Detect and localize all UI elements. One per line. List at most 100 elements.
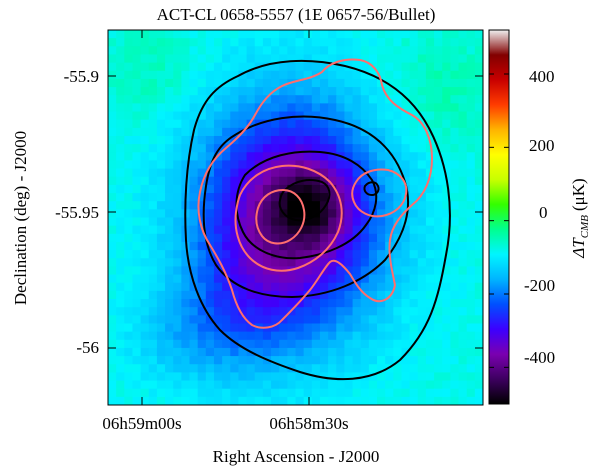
heatmap-cell (385, 30, 394, 39)
heatmap-cell (230, 62, 240, 72)
heatmap-cell (442, 217, 451, 227)
heatmap-cell (230, 315, 240, 325)
heatmap-cell (189, 103, 199, 113)
heatmap-cell (246, 119, 256, 129)
heatmap-cell (246, 331, 256, 341)
heatmap-cell (222, 282, 231, 292)
heatmap-cell (344, 30, 354, 39)
heatmap-cell (393, 396, 403, 405)
heatmap-cell (319, 111, 329, 121)
heatmap-cell (417, 87, 427, 96)
heatmap-cell (197, 282, 207, 292)
colorbar-tick-4: -200 (524, 276, 555, 295)
heatmap-cell (238, 339, 248, 349)
heatmap-cell (132, 396, 142, 405)
heatmap-cell (385, 339, 394, 349)
chart-title: ACT-CL 0658-5557 (1E 0657-56/Bullet) (157, 5, 436, 24)
heatmap-cell (132, 380, 142, 390)
heatmap-cell (352, 62, 362, 72)
heatmap-cell (336, 364, 346, 373)
heatmap-cell (368, 78, 378, 88)
heatmap-cell (368, 193, 378, 202)
heatmap-cell (189, 70, 199, 80)
heatmap-cell (360, 258, 370, 268)
heatmap-cell (311, 307, 321, 316)
heatmap-cell (222, 54, 231, 64)
heatmap-cell (181, 396, 191, 405)
heatmap-cell (474, 347, 483, 357)
heatmap-cell (385, 46, 394, 56)
heatmap-cell (254, 144, 264, 153)
heatmap-cell (474, 78, 483, 88)
heatmap-cell (173, 356, 182, 365)
heatmap-cell (262, 241, 272, 251)
heatmap-cell (401, 323, 411, 333)
heatmap-cell (311, 396, 321, 405)
heatmap-cell (108, 225, 117, 235)
heatmap-cell (458, 193, 468, 202)
heatmap-cell (262, 388, 272, 398)
heatmap-cell (156, 87, 166, 96)
heatmap-cell (148, 152, 158, 162)
heatmap-cell (213, 46, 223, 56)
heatmap-cell (165, 339, 174, 349)
heatmap-cell (279, 111, 288, 121)
heatmap-cell (108, 380, 117, 390)
heatmap-cell (205, 339, 215, 349)
heatmap-cell (360, 266, 370, 276)
heatmap-cell (466, 201, 476, 210)
heatmap-cell (197, 135, 207, 145)
heatmap-cell (352, 209, 362, 219)
heatmap-cell (417, 30, 427, 39)
heatmap-cell (377, 30, 386, 39)
heatmap-cell (238, 95, 248, 104)
heatmap-cell (287, 127, 297, 137)
heatmap-cell (254, 30, 264, 39)
heatmap-cell (254, 364, 264, 373)
heatmap-cell (246, 266, 256, 276)
heatmap-cell (360, 388, 370, 398)
heatmap-cell (303, 307, 313, 316)
heatmap-cell (271, 144, 280, 153)
heatmap-cell (205, 372, 215, 382)
heatmap-cell (450, 46, 460, 56)
heatmap-cell (434, 347, 443, 357)
heatmap-cell (385, 356, 394, 365)
heatmap-cell (393, 30, 403, 39)
heatmap-cell (108, 396, 117, 405)
heatmap-cell (377, 331, 386, 341)
heatmap-cell (466, 38, 476, 47)
heatmap-cell (132, 111, 142, 121)
heatmap-cell (303, 38, 313, 47)
heatmap-cell (197, 70, 207, 80)
heatmap-cell (311, 364, 321, 373)
heatmap-cell (409, 30, 419, 39)
heatmap-cell (295, 103, 305, 113)
heatmap-cell (442, 111, 451, 121)
heatmap-cell (108, 356, 117, 365)
heatmap-cell (328, 274, 337, 284)
heatmap-cell (173, 54, 182, 64)
heatmap-cell (401, 201, 411, 210)
heatmap-cell (279, 62, 288, 72)
heatmap-cell (213, 184, 223, 194)
heatmap-cell (450, 119, 460, 129)
heatmap-cell (466, 339, 476, 349)
heatmap-cell (246, 184, 256, 194)
heatmap-cell (140, 372, 150, 382)
heatmap-cell (311, 30, 321, 39)
heatmap-cell (246, 62, 256, 72)
heatmap-cell (246, 46, 256, 56)
heatmap-cell (254, 78, 264, 88)
heatmap-cell (466, 30, 476, 39)
heatmap-cell (393, 119, 403, 129)
heatmap-cell (238, 299, 248, 308)
heatmap-cell (466, 54, 476, 64)
heatmap-cell (181, 38, 191, 47)
heatmap-cell (401, 127, 411, 137)
heatmap-cell (442, 127, 451, 137)
heatmap-cell (262, 127, 272, 137)
heatmap-cell (295, 331, 305, 341)
heatmap-cell (377, 193, 386, 202)
heatmap-cell (417, 95, 427, 104)
